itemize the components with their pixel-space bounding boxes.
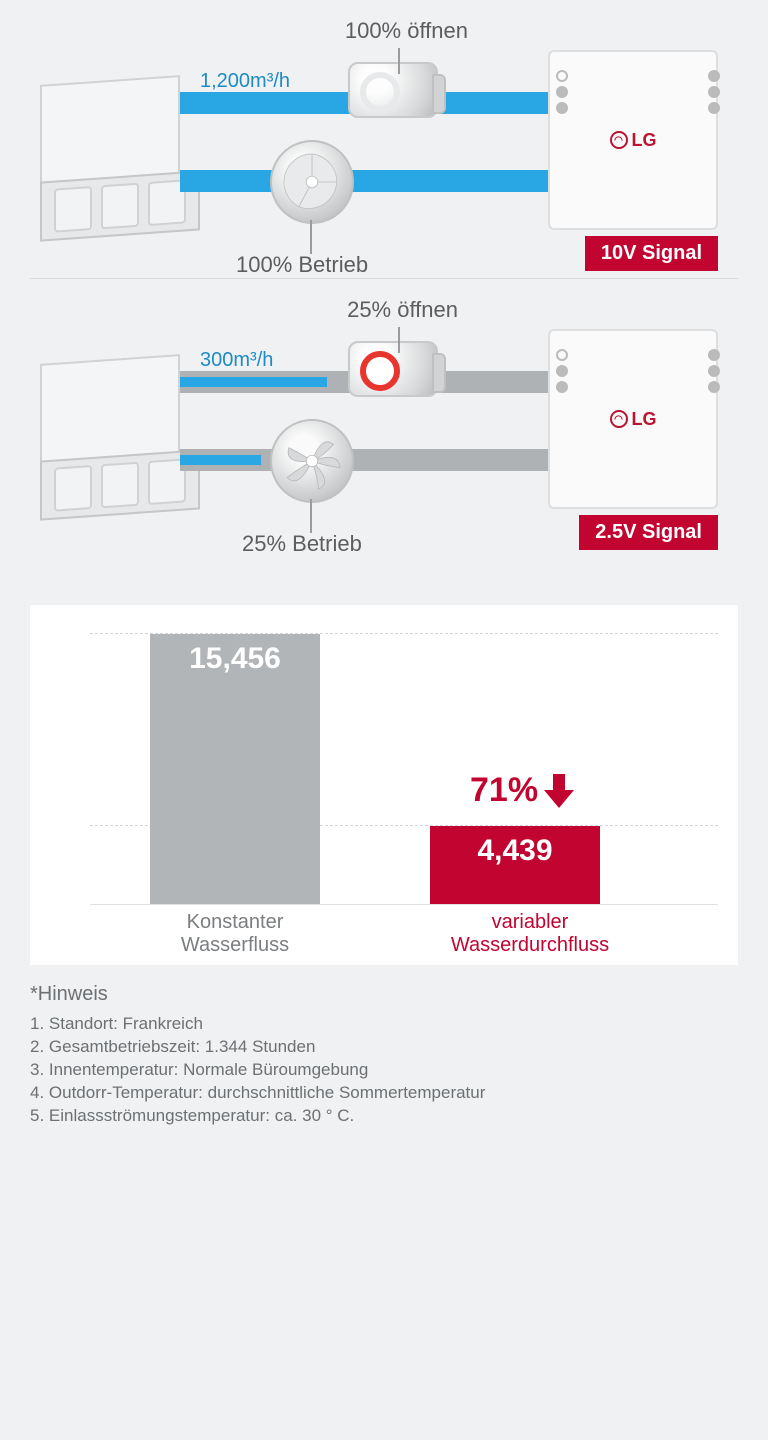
footnote-item: 4. Outdorr-Temperatur: durchschnittliche… — [30, 1083, 738, 1103]
reduction-label: 71% — [470, 771, 574, 810]
lg-logo-icon: ◠LG — [610, 409, 657, 430]
valve-open-label: 100% öffnen — [345, 18, 468, 44]
flow-rate-label: 300m³/h — [200, 349, 273, 372]
footnote-item: 5. Einlassströmungstemperatur: ca. 30 ° … — [30, 1106, 738, 1126]
lg-logo-icon: ◠LG — [610, 130, 657, 151]
flow-diagram-25: 300m³/h 25% öffnen — [0, 279, 768, 557]
fan-operation-label: 100% Betrieb — [236, 252, 368, 278]
hvac-unit-icon: ◠LG — [548, 50, 718, 230]
x-axis-label-variable: variablerWasserdurchfluss — [430, 911, 630, 957]
return-pipe-fill — [180, 170, 548, 192]
return-pipe-fill — [180, 455, 261, 465]
signal-badge: 10V Signal — [585, 236, 718, 271]
return-pipe: 100% Betrieb — [180, 170, 548, 192]
valve-ring-icon — [360, 72, 400, 112]
cooling-tower-icon — [40, 359, 200, 519]
footnote-item: 3. Innentemperatur: Normale Büroumgebung — [30, 1060, 738, 1080]
fan-operation-label: 25% Betrieb — [242, 531, 362, 557]
chart-bar-fill: 4,439 — [430, 826, 600, 904]
valve-icon — [348, 341, 438, 417]
footnotes: *Hinweis 1. Standort: Frankreich 2. Gesam… — [30, 983, 738, 1126]
valve-open-label: 25% öffnen — [347, 297, 458, 323]
waterflow-chart-panel: Gesamtwasserdurchfluss (m³) 15,4564,4397… — [0, 565, 768, 1159]
chart-bar-fill: 15,456 — [150, 634, 320, 904]
flow-rate-label: 1,200m³/h — [200, 70, 290, 93]
valve-ring-icon — [360, 351, 400, 391]
bar-value-label: 15,456 — [150, 642, 320, 676]
down-arrow-icon — [544, 774, 574, 808]
signal-badge: 2.5V Signal — [579, 515, 718, 550]
footnotes-header: *Hinweis — [30, 983, 738, 1006]
cooling-tower-icon — [40, 80, 200, 240]
supply-pipe-fill — [180, 377, 327, 387]
flow-diagram-100: 1,200m³/h 100% öffnen — [0, 0, 768, 278]
bar-value-label: 4,439 — [430, 834, 600, 868]
hvac-unit-icon: ◠LG — [548, 329, 718, 509]
bar-chart: Gesamtwasserdurchfluss (m³) 15,4564,4397… — [30, 605, 738, 965]
valve-icon — [348, 62, 438, 138]
pump-fan-icon — [270, 140, 354, 224]
return-pipe: 25% Betrieb — [180, 449, 548, 471]
footnote-item: 1. Standort: Frankreich — [30, 1014, 738, 1034]
supply-pipe: 1,200m³/h 100% öffnen — [180, 92, 548, 114]
supply-pipe: 300m³/h 25% öffnen — [180, 371, 548, 393]
pump-fan-icon — [270, 419, 354, 503]
footnote-item: 2. Gesamtbetriebszeit: 1.344 Stunden — [30, 1037, 738, 1057]
x-axis-label-constant: KonstanterWasserfluss — [150, 911, 320, 957]
